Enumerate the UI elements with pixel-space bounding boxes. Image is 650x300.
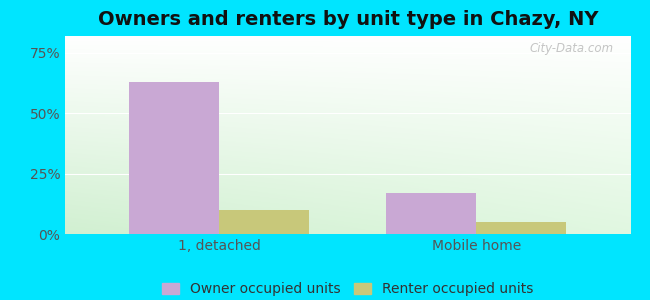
Bar: [386, 193, 476, 234]
Bar: [129, 82, 219, 234]
Bar: [476, 222, 566, 234]
Legend: Owner occupied units, Renter occupied units: Owner occupied units, Renter occupied un…: [157, 277, 539, 300]
Bar: [219, 210, 309, 234]
Title: Owners and renters by unit type in Chazy, NY: Owners and renters by unit type in Chazy…: [98, 10, 598, 29]
Text: City-Data.com: City-Data.com: [529, 42, 614, 55]
